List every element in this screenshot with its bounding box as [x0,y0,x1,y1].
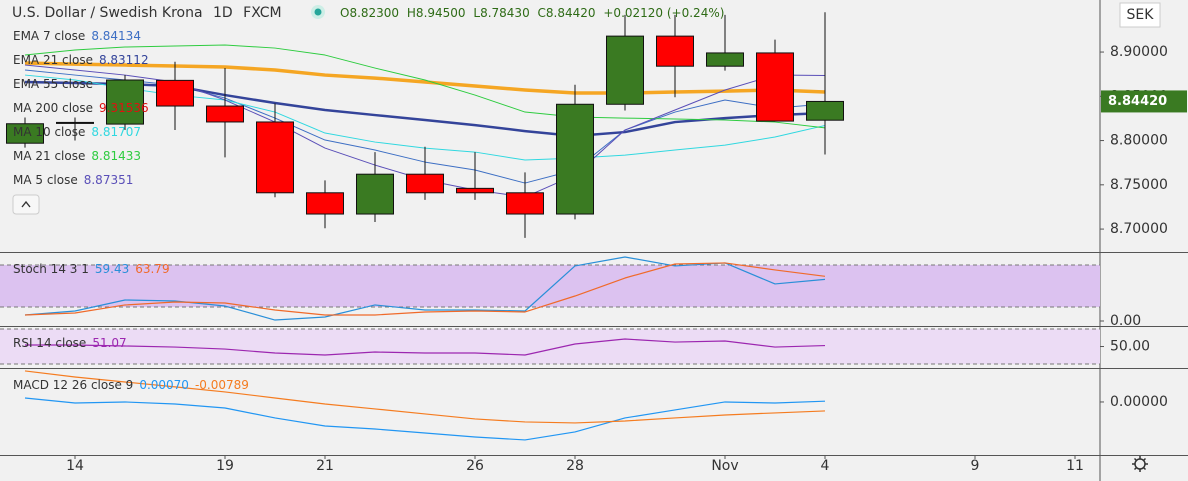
open-label: O8.82300 [340,6,399,20]
legend-name: MA 5 close [13,173,78,187]
gear-teeth [1132,456,1148,472]
band-fill [0,264,1100,307]
last-price-box [1101,90,1187,113]
indicator-line [24,262,826,316]
candle-body [506,192,544,215]
x-tick-label: 19 [216,458,234,474]
indicator-line [25,338,826,356]
collapse-button[interactable] [12,194,40,215]
candle-body [56,121,94,124]
pane-readout: 59.43 [95,262,129,276]
header: U.S. Dollar / Swedish Krona 1D FXCM [12,5,282,21]
candle-body [306,192,344,215]
candle-body [6,123,44,144]
legend-entry: EMA 7 close 8.84134 [13,29,141,43]
indicator-line [24,44,826,129]
legend-entry: EMA 55 close [13,77,93,91]
candle-body [406,173,444,194]
legend-name: MA 21 close [13,149,85,163]
band-fill [0,329,1100,365]
legend-entry: MA 10 close 8.81707 [13,125,141,139]
x-tick-label: 11 [1066,458,1084,474]
legend-readout: 8.87351 [84,173,134,187]
x-tick-label: 9 [971,458,980,474]
y-tick-label: 8.75000 [1110,177,1168,193]
source: FXCM [243,5,281,21]
indicator-line [24,370,826,424]
ohlc-readout: O8.82300 H8.94500 L8.78430 C8.84420 +0.0… [340,6,724,20]
y-tick-label: 8.80000 [1110,133,1168,149]
indicator-line [24,61,826,95]
y-tick-label: 8.70000 [1110,221,1168,237]
symbol-title: U.S. Dollar / Swedish Krona [12,5,203,21]
y-tick-label: 8.90000 [1110,44,1168,60]
candle-body [206,105,244,123]
legend-readout: 9.31536 [99,101,149,115]
legend-name: EMA 55 close [13,77,93,91]
candle-body [456,187,494,194]
candle-body [656,35,694,67]
legend-name: EMA 21 close [13,53,93,67]
y-tick-label: 0.00 [1110,313,1141,329]
status-dot [314,8,322,16]
legend-readout: 8.81707 [91,125,141,139]
pane-legend: Stoch 14 3 1 59.43 63.79 [13,262,170,276]
pane-legend: RSI 14 close 51.07 [13,336,127,350]
y-tick-label: 0.00000 [1110,394,1168,410]
candle-body [106,79,144,125]
pane-readout: 51.07 [92,336,126,350]
pane-legend: MACD 12 26 close 9 0.00070 -0.00789 [13,378,249,392]
legend-readout: 8.81433 [91,149,141,163]
y-tick-label: 50.00 [1110,339,1150,355]
x-tick-label: 21 [316,458,334,474]
close-label: C8.84420 [538,6,596,20]
x-tick-label: 4 [821,458,830,474]
change-label: +0.02120 (+0.24%) [603,6,724,20]
indicator-line [24,256,826,321]
high-label: H8.94500 [407,6,466,20]
legend-entry: MA 5 close 8.87351 [13,173,133,187]
legend-layer: U.S. Dollar / Swedish Krona 1D FXCM O8.8… [12,2,1187,472]
legend-name: MA 200 close [13,101,93,115]
x-tick-label: 26 [466,458,484,474]
x-tick-label: 14 [66,458,84,474]
candle-body [156,79,194,107]
legend-name: MA 10 close [13,125,85,139]
candle-body [556,103,594,215]
interval: 1D [213,5,233,21]
candle-body [256,121,294,194]
candle-body [806,100,844,121]
pane-readout: 0.00070 [139,378,189,392]
candle-body [756,52,794,122]
candle-body [706,52,744,67]
currency: SEK [1127,7,1155,23]
legend-entry: MA 21 close 8.81433 [13,149,141,163]
pane-readout: -0.00789 [195,378,249,392]
pane-title: MACD 12 26 close 9 [13,378,133,392]
currency-box[interactable] [1119,2,1161,28]
legend-readout: 8.84134 [91,29,141,43]
legend-entry: MA 200 close 9.31536 [13,101,149,115]
settings-icon[interactable] [1132,456,1148,472]
legend-readout: 8.83112 [99,53,149,67]
legend-name: EMA 7 close [13,29,85,43]
x-tick-label: Nov [711,458,738,474]
candle-body [356,173,394,215]
last-price-label: 8.84420 [1108,94,1167,109]
pane-title: RSI 14 close [13,336,86,350]
pane-title: Stoch 14 3 1 [13,262,89,276]
indicator-line [24,397,826,441]
low-label: L8.78430 [473,6,529,20]
collapse-icon [21,200,31,208]
legend-entry: EMA 21 close 8.83112 [13,53,149,67]
candle-body [606,35,644,105]
x-tick-label: 28 [566,458,584,474]
plot-layer: 14 19 21 26 28 Nov 4 9 11 [0,12,1104,474]
pane-readout: 63.79 [135,262,169,276]
